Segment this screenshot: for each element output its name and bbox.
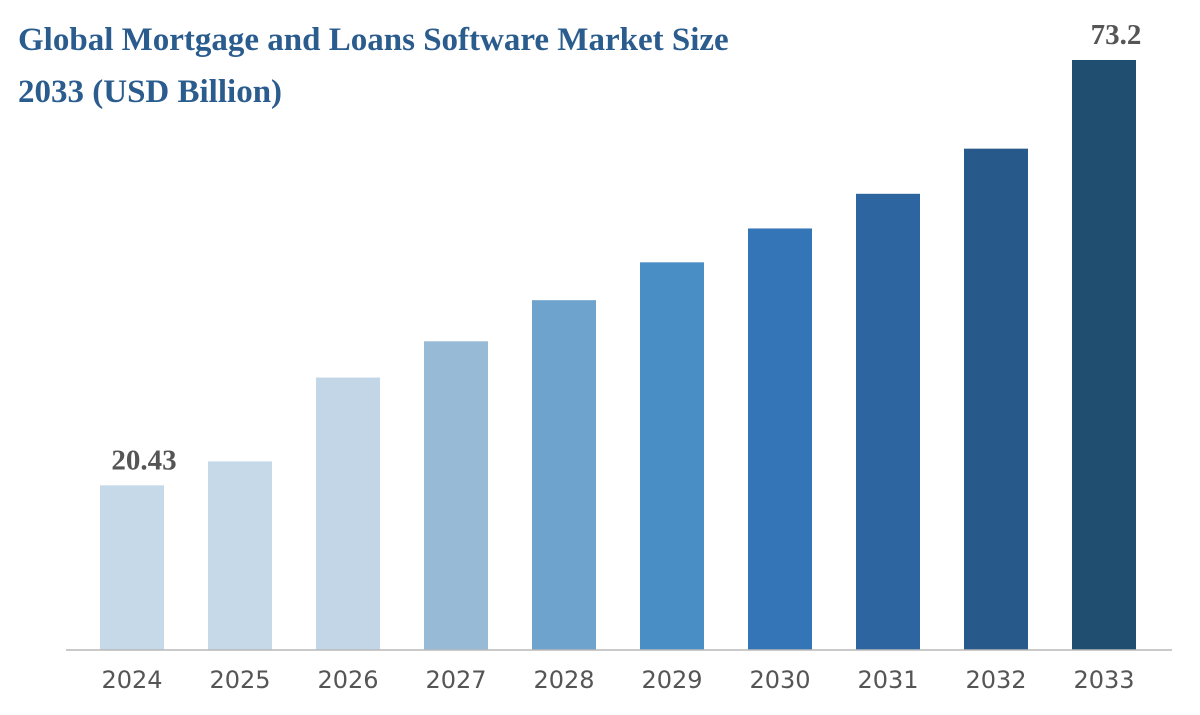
bar-2025 <box>208 461 272 650</box>
x-tick-label-2030: 2030 <box>749 666 810 694</box>
bar-2026 <box>316 377 380 650</box>
bar-2030 <box>748 228 812 650</box>
bar-2033 <box>1072 60 1136 650</box>
bar-2029 <box>640 262 704 650</box>
x-tick-label-2024: 2024 <box>101 666 162 694</box>
x-tick-label-2031: 2031 <box>857 666 918 694</box>
x-axis-tick-labels: 2024 2025 2026 2027 2028 2029 2030 2031 2032 2033 <box>101 666 1134 694</box>
x-tick-label-2027: 2027 <box>425 666 486 694</box>
bar-2027 <box>424 341 488 650</box>
data-labels: 20.43 73.2 <box>111 19 1141 476</box>
data-label-2024: 20.43 <box>111 444 176 476</box>
bar-2032 <box>964 148 1028 651</box>
x-tick-label-2033: 2033 <box>1073 666 1134 694</box>
bar-2024 <box>100 485 164 650</box>
chart-title: Global Mortgage and Loans Software Marke… <box>18 14 918 118</box>
x-tick-label-2029: 2029 <box>641 666 702 694</box>
x-tick-label-2028: 2028 <box>533 666 594 694</box>
x-tick-label-2032: 2032 <box>965 666 1026 694</box>
bar-group <box>100 60 1136 651</box>
data-label-2033: 73.2 <box>1091 19 1142 51</box>
x-tick-label-2025: 2025 <box>209 666 270 694</box>
chart-title-line-2: 2033 (USD Billion) <box>18 74 283 110</box>
chart-title-line-1: Global Mortgage and Loans Software Marke… <box>18 22 729 58</box>
bar-2031 <box>856 193 920 650</box>
x-tick-label-2026: 2026 <box>317 666 378 694</box>
bar-2028 <box>532 300 596 650</box>
